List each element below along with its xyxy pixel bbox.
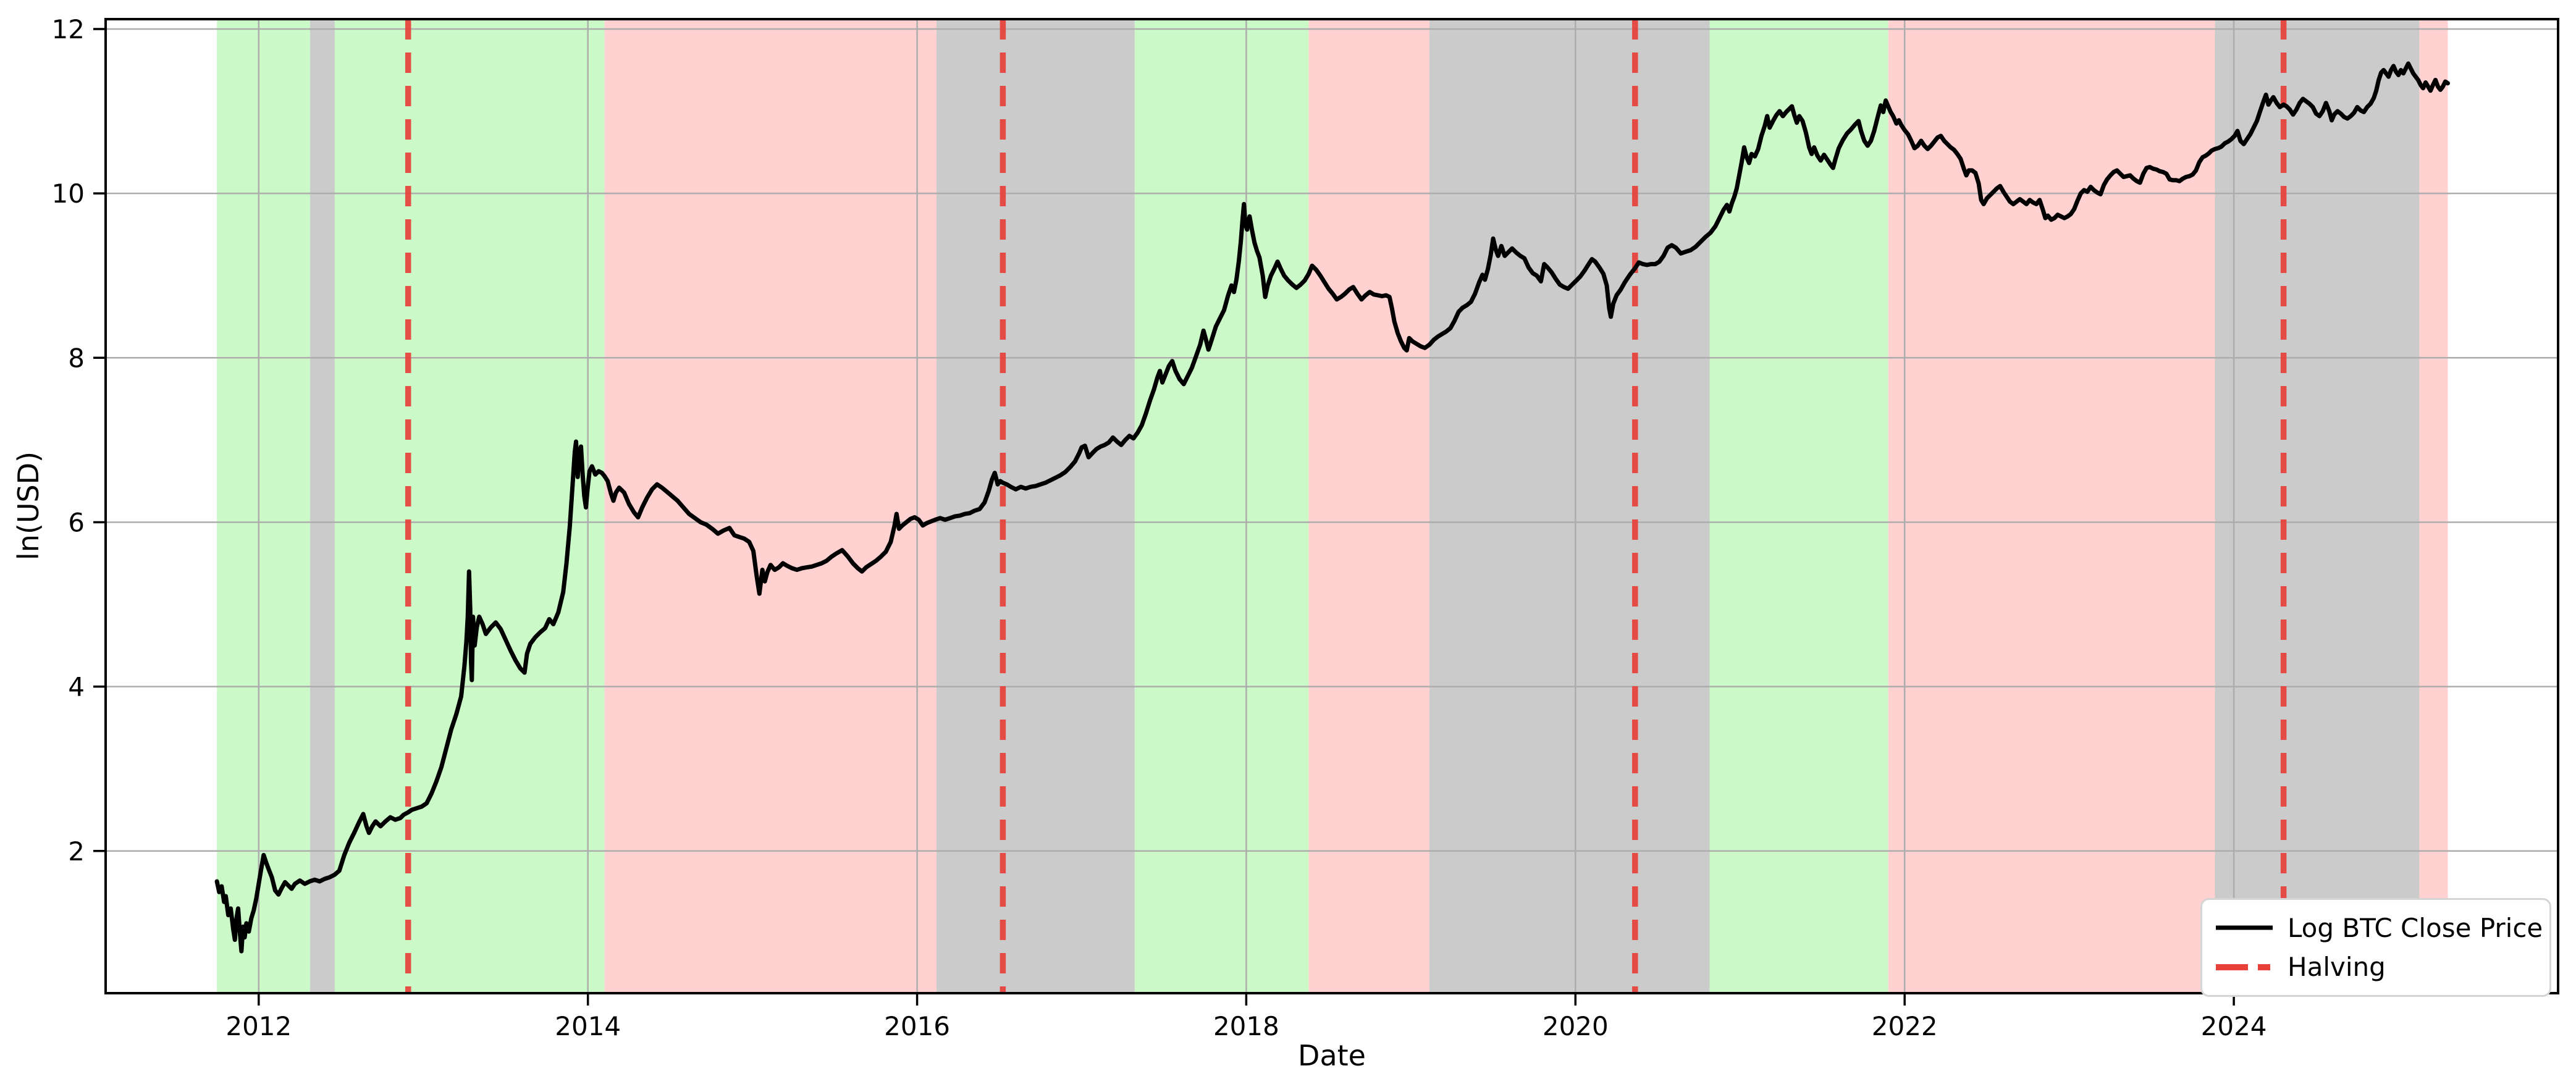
legend-label-price: Log BTC Close Price [2288,912,2543,943]
y-axis-label: ln(USD) [12,451,45,561]
y-tick-label: 2 [68,836,85,867]
legend-entry-price: Log BTC Close Price [2215,913,2543,943]
regime-region-green [1709,19,1888,993]
regime-region-gray [937,19,1135,993]
price-line-sample-icon [2216,925,2273,930]
x-tick-label: 2014 [555,1011,621,1041]
regime-region-pink [2419,19,2448,993]
legend-entry-halving: Halving [2215,952,2537,982]
regime-region-green [334,19,605,993]
regime-region-pink [1888,19,2215,993]
halving-line-sample-icon [2216,964,2273,970]
axes-spine [104,18,2559,994]
y-tick-label: 6 [68,508,85,538]
x-tick-label: 2022 [1872,1011,1938,1041]
x-tick-label: 2024 [2201,1011,2267,1041]
legend: Log BTC Close Price Halving [2200,898,2551,997]
regime-region-gray [1429,19,1710,993]
y-tick-label: 12 [52,14,85,44]
regime-region-green [217,19,310,993]
regime-region-pink [1308,19,1429,993]
regime-region-gray [2215,19,2420,993]
x-tick-label: 2020 [1543,1011,1609,1041]
y-tick-label: 10 [52,178,85,209]
y-tick-label: 8 [68,343,85,373]
x-tick-label: 2018 [1213,1011,1279,1041]
x-tick-label: 2016 [884,1011,950,1041]
regime-region-pink [604,19,937,993]
x-axis-label: Date [1298,1039,1366,1072]
regime-region-green [1134,19,1309,993]
price-line [214,61,2450,954]
x-tick-label: 2012 [225,1011,292,1041]
regime-region-gray [309,19,335,993]
legend-label-halving: Halving [2288,952,2386,983]
y-tick-label: 4 [68,672,85,702]
